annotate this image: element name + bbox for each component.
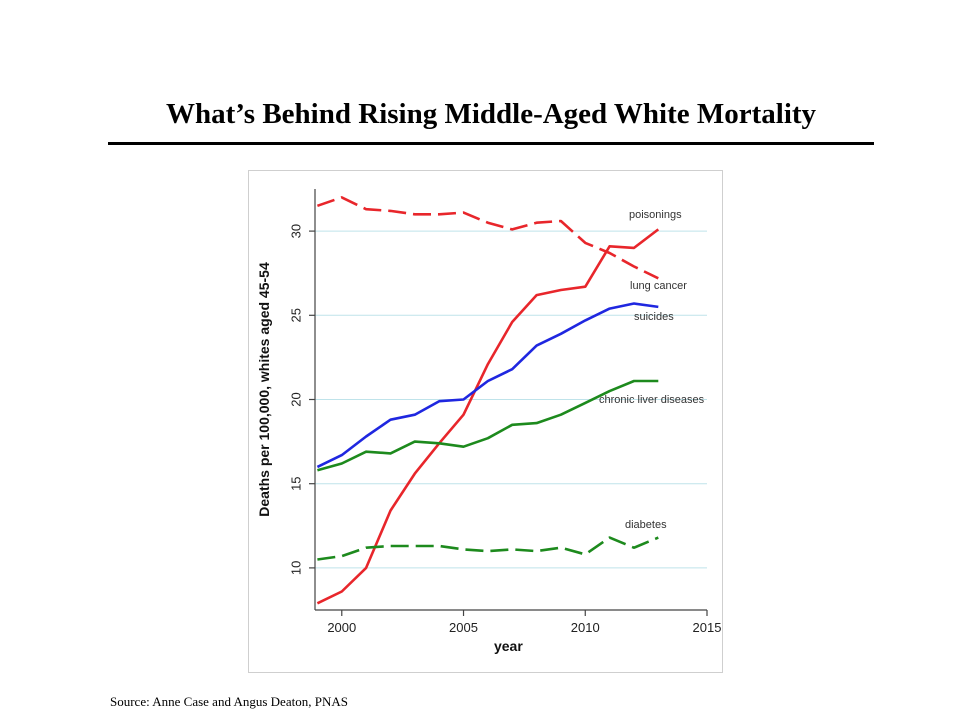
axes: year Deaths per 100,000, whites aged 45-… (256, 189, 721, 654)
series-line-diabetes (317, 536, 659, 561)
chart-panel: year Deaths per 100,000, whites aged 45-… (248, 170, 723, 673)
y-axis-title: Deaths per 100,000, whites aged 45-54 (256, 262, 272, 517)
x-tick-label: 2000 (327, 620, 356, 635)
series-labels: poisonings lung cancer suicides chronic liv… (599, 209, 705, 531)
mortality-line-chart: year Deaths per 100,000, whites aged 45-… (256, 189, 721, 654)
series-label-diabetes: diabetes (625, 519, 667, 531)
series-label-lung-cancer: lung cancer (630, 280, 687, 292)
series-label-suicides: suicides (634, 311, 674, 323)
y-tick-label: 10 (288, 561, 303, 575)
series-line-suicides (316, 302, 659, 469)
x-tick-label: 2015 (693, 620, 722, 635)
title-underline (108, 142, 874, 145)
y-tick-label: 30 (288, 224, 303, 238)
series-lines (316, 196, 660, 605)
y-tick-label: 20 (288, 392, 303, 406)
slide-title: What’s Behind Rising Middle-Aged White M… (165, 98, 817, 130)
x-tick-label: 2010 (571, 620, 600, 635)
series-label-chronic-liver-diseases: chronic liver diseases (599, 394, 705, 406)
gridlines (315, 230, 707, 569)
series-label-poisonings: poisonings (629, 209, 682, 221)
x-axis-title: year (494, 638, 523, 654)
y-tick-label: 25 (288, 308, 303, 322)
series-line-poisonings (316, 228, 660, 605)
source-citation: Source: Anne Case and Angus Deaton, PNAS (110, 694, 348, 709)
x-tick-label: 2005 (449, 620, 478, 635)
y-tick-label: 15 (288, 476, 303, 490)
series-line-lung-cancer (316, 196, 659, 280)
series-line-chronic-liver-diseases (317, 379, 659, 472)
